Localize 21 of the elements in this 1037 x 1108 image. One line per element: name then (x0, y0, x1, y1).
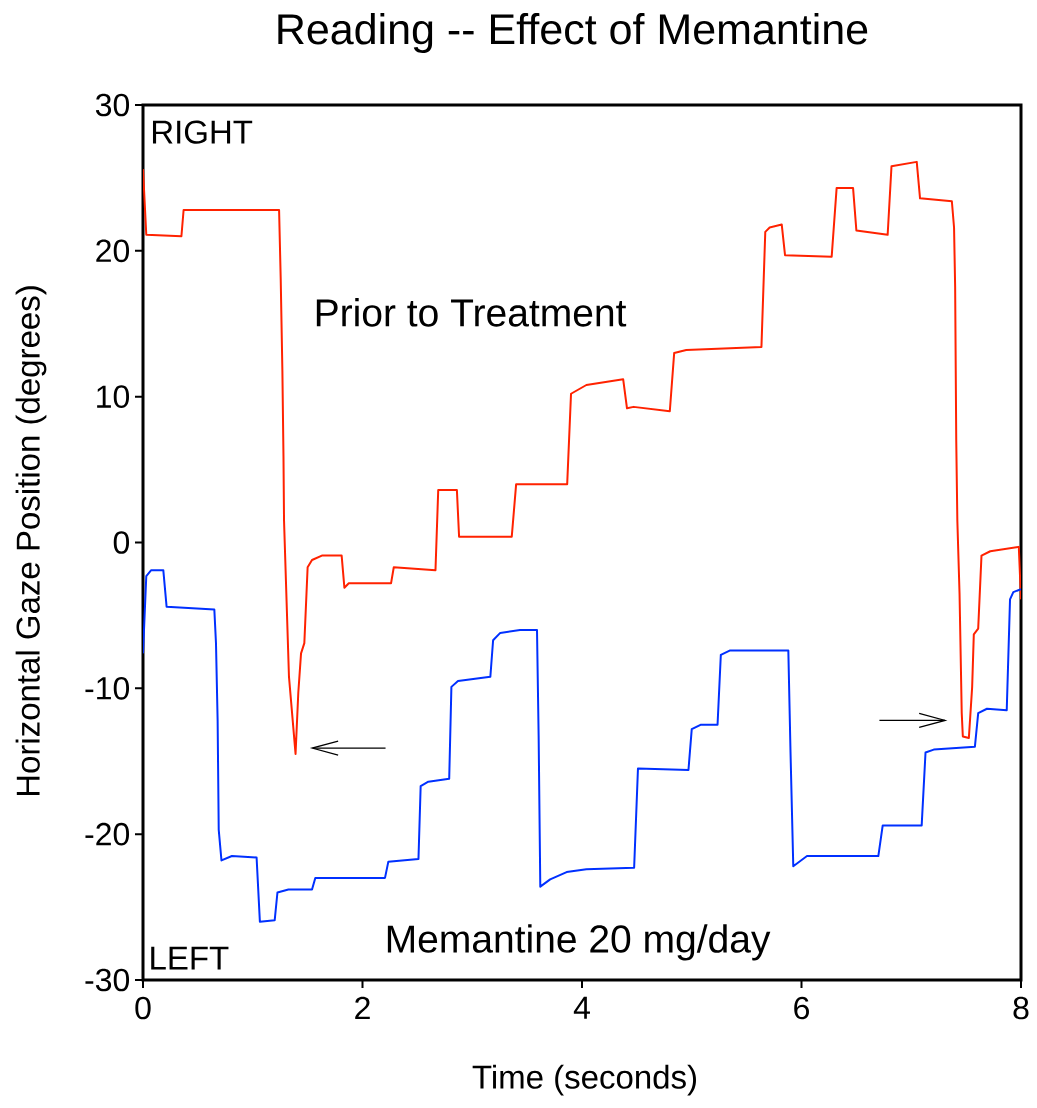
annotation: RIGHT (152, 120, 253, 144)
x-tick-label: 2 (355, 996, 370, 1020)
x-tick-label: 6 (794, 996, 809, 1020)
y-tick-label: 30 (95, 93, 130, 117)
y-tick-label: 20 (96, 239, 130, 263)
y-tick-label: 0 (113, 531, 130, 554)
x-tick-label: 0 (135, 996, 151, 1020)
series-label: Prior to Treatment (316, 298, 627, 327)
y-tick-label: -30 (85, 968, 130, 992)
y-tick-label: -10 (85, 677, 130, 700)
line-series (143, 160, 1021, 755)
y-axis-title: Horizontal Gaze Position (degrees) (15, 286, 47, 796)
x-axis-title: Time (seconds) (472, 1064, 696, 1096)
x-tick-label: 4 (573, 996, 590, 1019)
y-tick-label: 10 (97, 385, 130, 408)
series-label: Memantine 20 mg/day (387, 924, 771, 961)
line-series (143, 569, 1021, 923)
chart-title: Reading -- Effect of Memantine (278, 12, 868, 54)
annotation: LEFT (151, 946, 229, 970)
x-tick-label: 8 (1013, 996, 1029, 1020)
y-tick-label: -20 (85, 822, 130, 846)
